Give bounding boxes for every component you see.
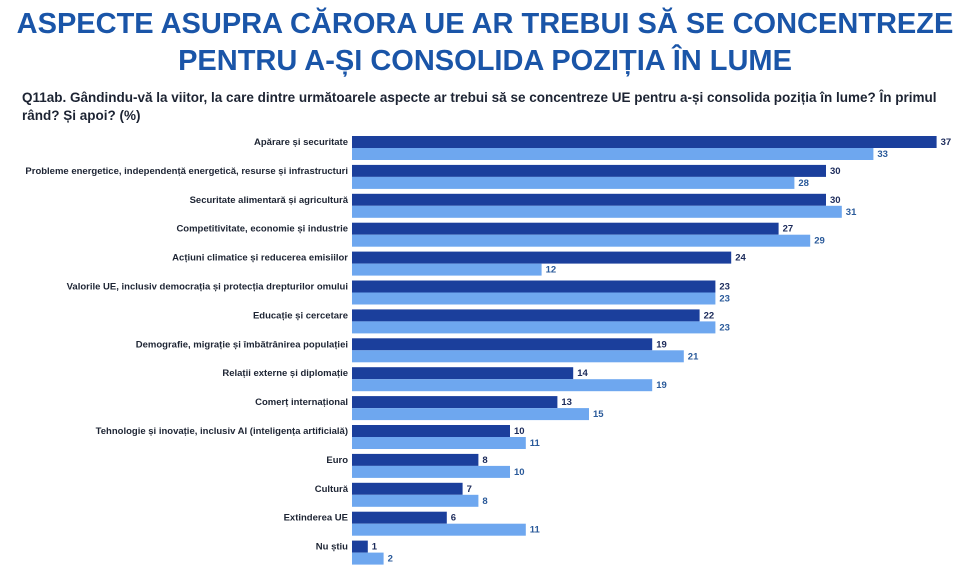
value-label: 31 (846, 207, 857, 218)
bar (352, 309, 700, 322)
bar (352, 263, 542, 276)
bar (352, 205, 842, 218)
bar (352, 350, 684, 363)
bar (352, 136, 937, 148)
category-label: Educație și cercetare (253, 310, 348, 321)
bar (352, 164, 826, 177)
value-label: 14 (577, 368, 588, 379)
bar (352, 494, 479, 507)
bar (352, 367, 574, 380)
value-label: 15 (593, 409, 604, 420)
category-label: Tehnologie și inovație, inclusiv AI (int… (96, 426, 348, 437)
value-label: 13 (561, 397, 572, 408)
value-label: 30 (830, 166, 841, 177)
bar (352, 511, 447, 524)
value-label: 30 (830, 195, 841, 206)
bar (352, 482, 463, 495)
bar (352, 540, 368, 553)
value-label: 11 (530, 525, 541, 536)
value-label: 29 (814, 236, 825, 247)
category-label: Apărare și securitate (254, 137, 348, 148)
value-label: 24 (735, 253, 746, 264)
chart-title: ASPECTE ASUPRA CĂRORA UE AR TREBUI SĂ SE… (0, 6, 970, 80)
value-label: 37 (941, 137, 952, 148)
value-label: 10 (514, 467, 525, 478)
value-label: 8 (482, 496, 487, 507)
value-label: 23 (719, 282, 730, 293)
bar (352, 379, 653, 392)
category-label: Securitate alimentară și agricultură (190, 195, 349, 206)
category-label: Acțiuni climatice și reducerea emisiilor (172, 253, 348, 264)
category-label: Cultură (315, 484, 349, 495)
bar (352, 523, 526, 536)
category-label: Demografie, migrație și îmbătrânirea pop… (136, 339, 348, 350)
value-label: 28 (798, 178, 809, 189)
value-label: 19 (656, 380, 667, 391)
bar (352, 222, 779, 235)
bar (352, 408, 589, 421)
title-line: PENTRU A-ȘI CONSOLIDA POZIȚIA ÎN LUME (178, 45, 792, 77)
category-label: Valorile UE, inclusiv democrația și prot… (67, 282, 348, 293)
value-label: 19 (656, 339, 667, 350)
bar (352, 251, 732, 264)
value-label: 21 (688, 351, 699, 362)
chart-subtitle: Q11ab. Gândindu-vă la viitor, la care di… (22, 90, 937, 123)
bar (352, 176, 795, 189)
value-label: 12 (546, 265, 557, 276)
value-label: 22 (704, 310, 715, 321)
value-label: 23 (719, 322, 730, 333)
title-line: ASPECTE ASUPRA CĂRORA UE AR TREBUI SĂ SE… (16, 8, 954, 40)
category-label: Relații externe și diplomație (222, 368, 348, 379)
value-label: 27 (783, 224, 794, 235)
bar (352, 465, 510, 478)
value-label: 1 (372, 542, 378, 553)
bar (352, 552, 384, 565)
category-label: Comerț internațional (255, 397, 348, 408)
bar (352, 292, 716, 305)
bar (352, 234, 811, 247)
bar (352, 193, 826, 206)
value-label: 7 (467, 484, 472, 495)
bar (352, 280, 716, 293)
value-label: 33 (877, 149, 888, 160)
category-label: Competitivitate, economie și industrie (176, 224, 348, 235)
category-label: Probleme energetice, independență energe… (25, 166, 348, 177)
bar (352, 453, 479, 466)
bar (352, 338, 653, 351)
bar (352, 396, 558, 409)
category-label: Extinderea UE (284, 513, 348, 524)
bar (352, 425, 510, 437)
value-label: 23 (719, 294, 730, 305)
category-label: Nu știu (316, 542, 348, 553)
value-label: 10 (514, 426, 525, 437)
bar (352, 148, 874, 160)
bar (352, 437, 526, 449)
value-label: 6 (451, 513, 456, 524)
value-label: 2 (388, 554, 393, 565)
category-label: Euro (326, 455, 348, 466)
value-label: 8 (482, 455, 487, 466)
value-label: 11 (530, 438, 541, 449)
bar (352, 321, 716, 334)
